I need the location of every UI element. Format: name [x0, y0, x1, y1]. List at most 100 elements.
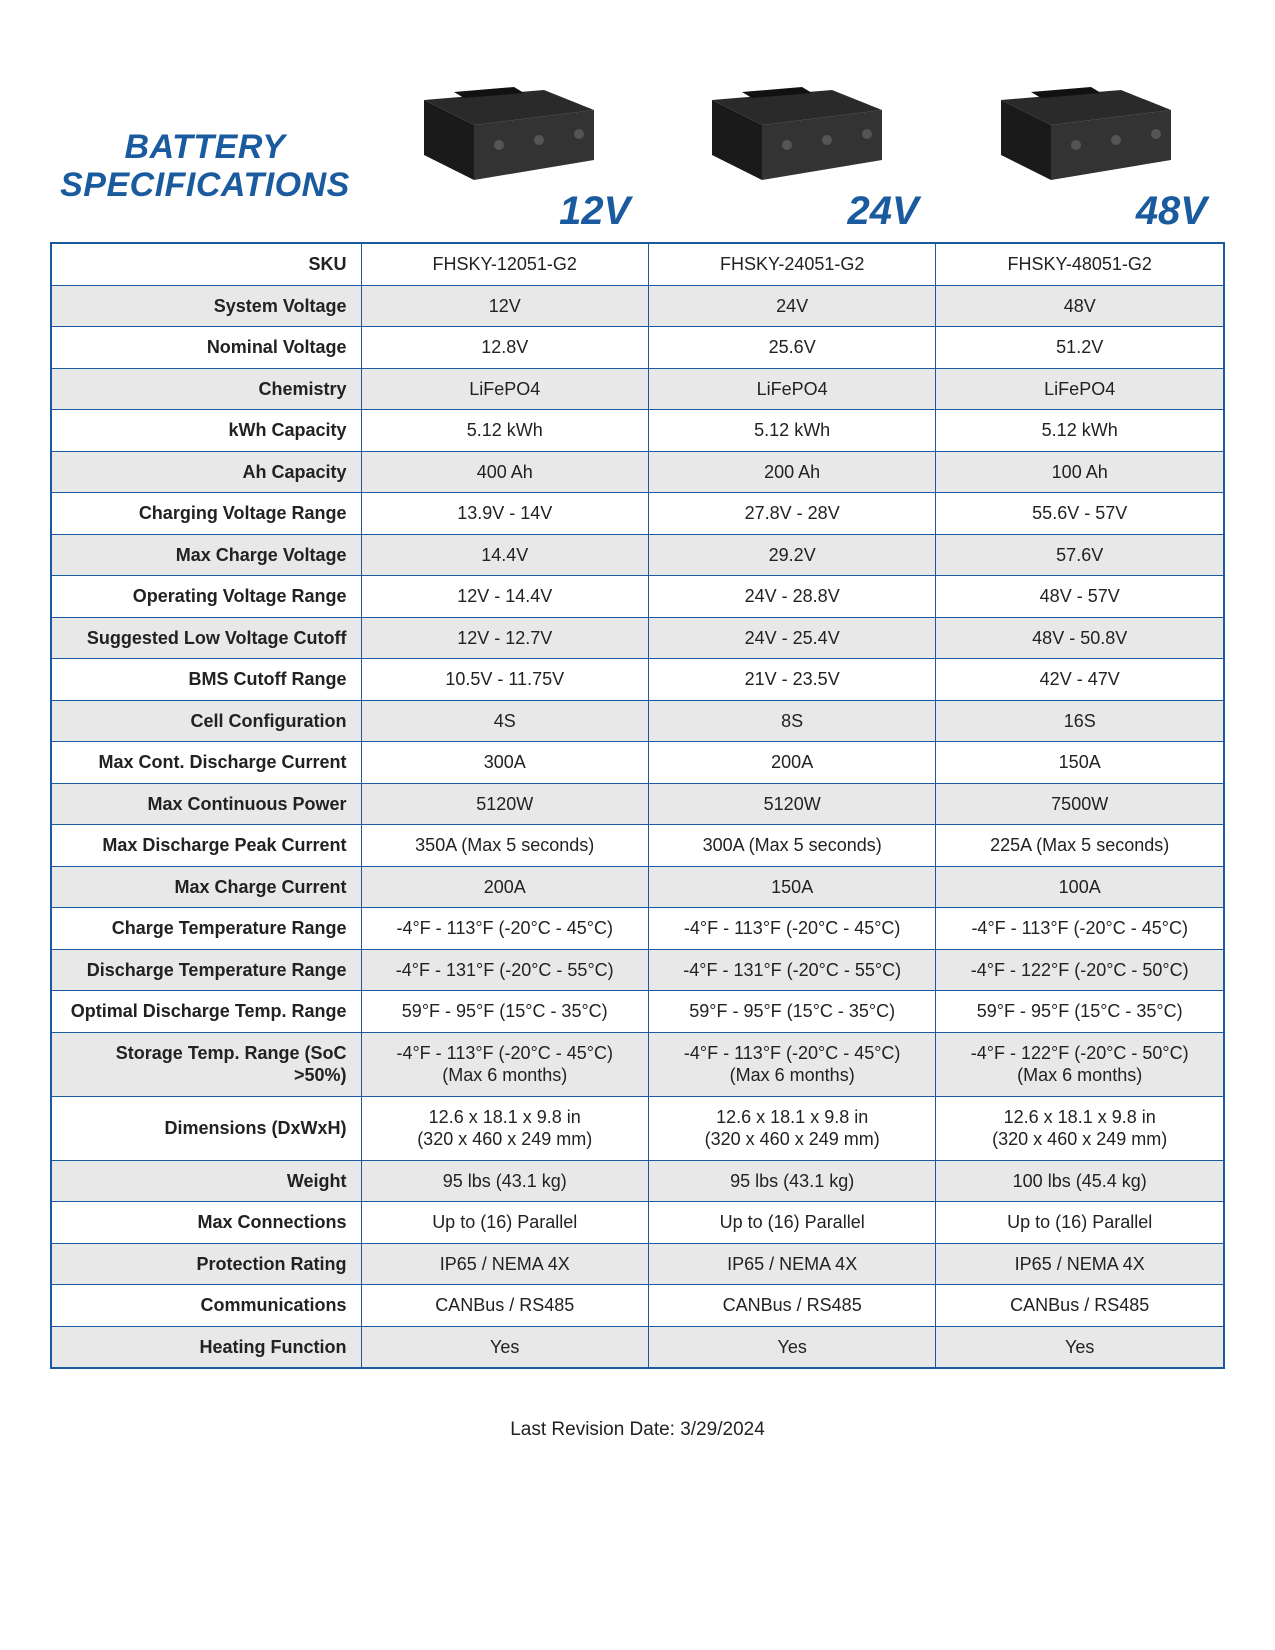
- spec-label: Ah Capacity: [51, 451, 361, 493]
- spec-value: 12.6 x 18.1 x 9.8 in(320 x 460 x 249 mm): [361, 1096, 648, 1160]
- spec-value: 8S: [648, 700, 935, 742]
- spec-value: CANBus / RS485: [936, 1285, 1224, 1327]
- spec-value: 48V: [936, 285, 1224, 327]
- table-row: Charging Voltage Range13.9V - 14V27.8V -…: [51, 493, 1224, 535]
- table-row: kWh Capacity5.12 kWh5.12 kWh5.12 kWh: [51, 410, 1224, 452]
- spec-value: 200A: [648, 742, 935, 784]
- spec-value: 24V - 28.8V: [648, 576, 935, 618]
- spec-label: Discharge Temperature Range: [51, 949, 361, 991]
- table-row: BMS Cutoff Range10.5V - 11.75V21V - 23.5…: [51, 659, 1224, 701]
- spec-label: Storage Temp. Range (SoC >50%): [51, 1032, 361, 1096]
- spec-label: Dimensions (DxWxH): [51, 1096, 361, 1160]
- spec-value: -4°F - 131°F (-20°C - 55°C): [648, 949, 935, 991]
- spec-value: 12.8V: [361, 327, 648, 369]
- spec-label: Max Continuous Power: [51, 783, 361, 825]
- spec-label: Heating Function: [51, 1326, 361, 1368]
- spec-value: FHSKY-12051-G2: [361, 243, 648, 285]
- spec-value: 300A (Max 5 seconds): [648, 825, 935, 867]
- spec-value: 4S: [361, 700, 648, 742]
- spec-value: 12V - 14.4V: [361, 576, 648, 618]
- spec-value: 5120W: [361, 783, 648, 825]
- table-row: Protection RatingIP65 / NEMA 4XIP65 / NE…: [51, 1243, 1224, 1285]
- header-row: BATTERY SPECIFICATIONS 12V 24V: [50, 60, 1225, 234]
- spec-value: -4°F - 113°F (-20°C - 45°C)(Max 6 months…: [361, 1032, 648, 1096]
- spec-label: Max Discharge Peak Current: [51, 825, 361, 867]
- spec-value: 12V - 12.7V: [361, 617, 648, 659]
- spec-value: 57.6V: [936, 534, 1224, 576]
- spec-value: 59°F - 95°F (15°C - 35°C): [361, 991, 648, 1033]
- voltage-label-24v: 24V: [648, 189, 936, 234]
- spec-label: Chemistry: [51, 368, 361, 410]
- table-row: Max Cont. Discharge Current300A200A150A: [51, 742, 1224, 784]
- spec-value: 55.6V - 57V: [936, 493, 1224, 535]
- table-row: Max ConnectionsUp to (16) ParallelUp to …: [51, 1202, 1224, 1244]
- spec-value: 10.5V - 11.75V: [361, 659, 648, 701]
- spec-label: Charge Temperature Range: [51, 908, 361, 950]
- battery-col-48v: 48V: [937, 60, 1225, 234]
- table-row: Discharge Temperature Range-4°F - 131°F …: [51, 949, 1224, 991]
- spec-value: 95 lbs (43.1 kg): [361, 1160, 648, 1202]
- spec-value: IP65 / NEMA 4X: [361, 1243, 648, 1285]
- revision-footer: Last Revision Date: 3/29/2024: [50, 1419, 1225, 1441]
- spec-value: -4°F - 113°F (-20°C - 45°C): [361, 908, 648, 950]
- table-row: System Voltage12V24V48V: [51, 285, 1224, 327]
- spec-label: Charging Voltage Range: [51, 493, 361, 535]
- spec-value: 12.6 x 18.1 x 9.8 in(320 x 460 x 249 mm): [648, 1096, 935, 1160]
- spec-value: 24V - 25.4V: [648, 617, 935, 659]
- table-row: Operating Voltage Range12V - 14.4V24V - …: [51, 576, 1224, 618]
- spec-value: 51.2V: [936, 327, 1224, 369]
- spec-value: 12.6 x 18.1 x 9.8 in(320 x 460 x 249 mm): [936, 1096, 1224, 1160]
- spec-value: -4°F - 131°F (-20°C - 55°C): [361, 949, 648, 991]
- spec-value: 225A (Max 5 seconds): [936, 825, 1224, 867]
- spec-value: 59°F - 95°F (15°C - 35°C): [648, 991, 935, 1033]
- spec-value: 16S: [936, 700, 1224, 742]
- spec-value: 48V - 57V: [936, 576, 1224, 618]
- spec-label: Optimal Discharge Temp. Range: [51, 991, 361, 1033]
- spec-value: 7500W: [936, 783, 1224, 825]
- spec-value: 400 Ah: [361, 451, 648, 493]
- table-row: Max Continuous Power5120W5120W7500W: [51, 783, 1224, 825]
- spec-value: -4°F - 113°F (-20°C - 45°C)(Max 6 months…: [648, 1032, 935, 1096]
- spec-value: 5.12 kWh: [648, 410, 935, 452]
- table-row: CommunicationsCANBus / RS485CANBus / RS4…: [51, 1285, 1224, 1327]
- spec-value: 200A: [361, 866, 648, 908]
- spec-label: Max Charge Current: [51, 866, 361, 908]
- table-row: SKUFHSKY-12051-G2FHSKY-24051-G2FHSKY-480…: [51, 243, 1224, 285]
- spec-value: Yes: [361, 1326, 648, 1368]
- title-line-1: BATTERY: [50, 129, 360, 166]
- spec-value: 95 lbs (43.1 kg): [648, 1160, 935, 1202]
- table-row: Max Charge Voltage14.4V29.2V57.6V: [51, 534, 1224, 576]
- table-row: Max Discharge Peak Current350A (Max 5 se…: [51, 825, 1224, 867]
- spec-label: BMS Cutoff Range: [51, 659, 361, 701]
- spec-value: 48V - 50.8V: [936, 617, 1224, 659]
- table-row: Optimal Discharge Temp. Range59°F - 95°F…: [51, 991, 1224, 1033]
- table-row: Storage Temp. Range (SoC >50%)-4°F - 113…: [51, 1032, 1224, 1096]
- spec-value: -4°F - 113°F (-20°C - 45°C): [648, 908, 935, 950]
- spec-label: Max Charge Voltage: [51, 534, 361, 576]
- spec-label: kWh Capacity: [51, 410, 361, 452]
- spec-value: 200 Ah: [648, 451, 935, 493]
- spec-value: -4°F - 122°F (-20°C - 50°C)(Max 6 months…: [936, 1032, 1224, 1096]
- spec-value: 100A: [936, 866, 1224, 908]
- spec-value: Up to (16) Parallel: [361, 1202, 648, 1244]
- spec-value: 5120W: [648, 783, 935, 825]
- spec-label: Max Connections: [51, 1202, 361, 1244]
- spec-value: 21V - 23.5V: [648, 659, 935, 701]
- spec-label: Max Cont. Discharge Current: [51, 742, 361, 784]
- spec-value: LiFePO4: [361, 368, 648, 410]
- table-row: Nominal Voltage12.8V25.6V51.2V: [51, 327, 1224, 369]
- spec-value: 100 Ah: [936, 451, 1224, 493]
- spec-value: Yes: [648, 1326, 935, 1368]
- spec-value: -4°F - 113°F (-20°C - 45°C): [936, 908, 1224, 950]
- spec-value: 29.2V: [648, 534, 935, 576]
- spec-value: Up to (16) Parallel: [648, 1202, 935, 1244]
- voltage-label-12v: 12V: [360, 189, 648, 234]
- spec-value: CANBus / RS485: [361, 1285, 648, 1327]
- spec-table: SKUFHSKY-12051-G2FHSKY-24051-G2FHSKY-480…: [50, 242, 1225, 1369]
- spec-value: LiFePO4: [648, 368, 935, 410]
- spec-value: 27.8V - 28V: [648, 493, 935, 535]
- spec-label: Suggested Low Voltage Cutoff: [51, 617, 361, 659]
- spec-value: IP65 / NEMA 4X: [648, 1243, 935, 1285]
- table-row: Cell Configuration4S8S16S: [51, 700, 1224, 742]
- spec-label: Operating Voltage Range: [51, 576, 361, 618]
